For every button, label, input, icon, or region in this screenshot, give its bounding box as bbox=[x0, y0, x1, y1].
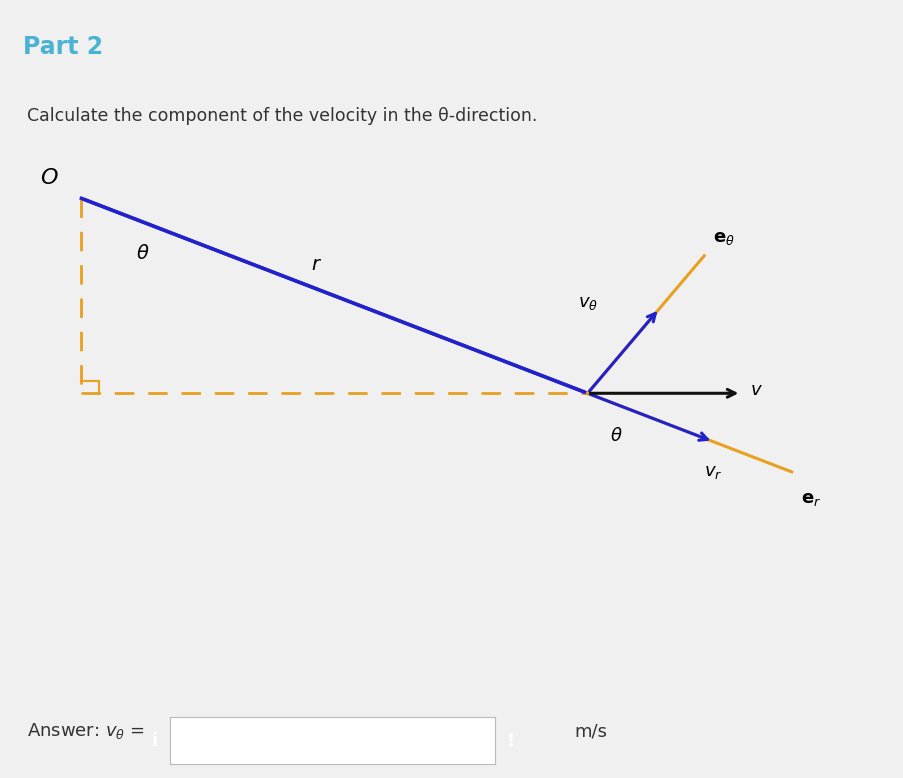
Text: $r$: $r$ bbox=[311, 257, 321, 275]
Text: !: ! bbox=[507, 731, 514, 750]
Text: $v_{\theta}$: $v_{\theta}$ bbox=[577, 293, 598, 311]
Text: $v$: $v$ bbox=[749, 381, 762, 399]
Text: $O$: $O$ bbox=[40, 167, 59, 189]
Text: Calculate the component of the velocity in the θ-direction.: Calculate the component of the velocity … bbox=[27, 107, 537, 125]
Text: Answer: $v_{\theta}$ =: Answer: $v_{\theta}$ = bbox=[27, 721, 144, 741]
Text: $\theta$: $\theta$ bbox=[610, 427, 622, 445]
Text: $\theta$: $\theta$ bbox=[135, 244, 149, 263]
Text: $v_{r}$: $v_{r}$ bbox=[703, 463, 721, 481]
Text: Part 2: Part 2 bbox=[23, 35, 103, 59]
Text: m/s: m/s bbox=[573, 722, 607, 741]
Text: $\mathbf{e}_{r}$: $\mathbf{e}_{r}$ bbox=[800, 490, 820, 508]
Text: $\mathbf{e}_{\theta}$: $\mathbf{e}_{\theta}$ bbox=[712, 229, 734, 247]
Text: i: i bbox=[152, 731, 157, 750]
